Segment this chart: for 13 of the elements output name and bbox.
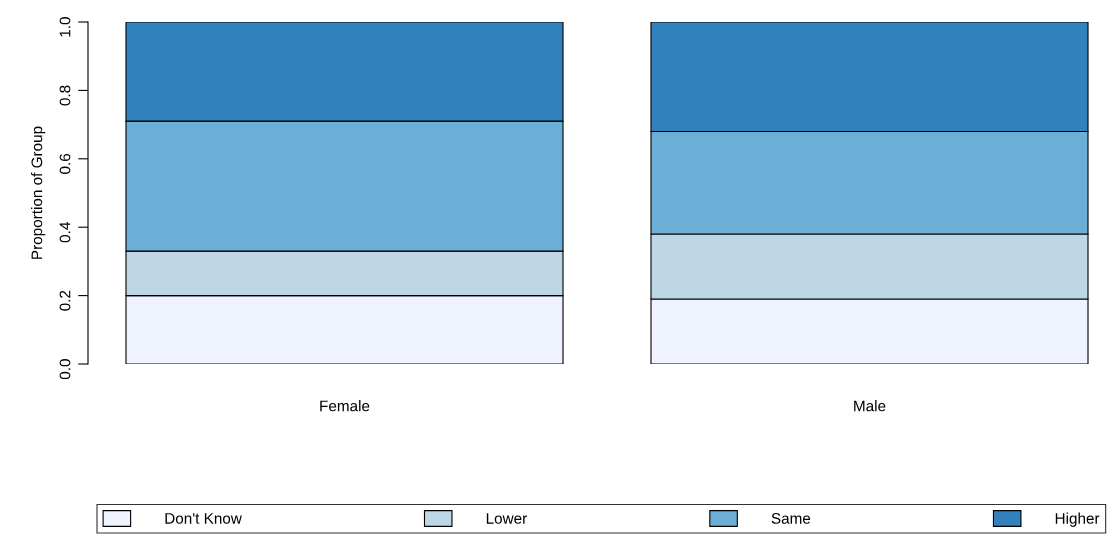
legend-label: Don't Know xyxy=(165,513,242,524)
y-axis-title: Proportion of Group xyxy=(31,126,46,259)
y-tick-label: 1.0 xyxy=(59,17,71,37)
x-tick-label: Male xyxy=(854,400,886,412)
y-tick-label: 0.4 xyxy=(59,222,71,243)
y-tick-label: 0.6 xyxy=(59,153,71,174)
legend-label: Higher xyxy=(1055,512,1100,527)
legend-label: Lower xyxy=(486,513,527,524)
y-tick-label: 0.8 xyxy=(59,85,71,106)
legend-label: Same xyxy=(771,512,811,524)
y-tick-label: 0.0 xyxy=(59,359,71,380)
y-tick-label: 0.2 xyxy=(59,290,71,311)
x-tick-label: Female xyxy=(320,400,370,412)
